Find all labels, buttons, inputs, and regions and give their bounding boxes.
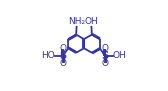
Text: S: S — [59, 51, 66, 61]
Text: S: S — [102, 51, 109, 61]
Text: HO: HO — [41, 52, 55, 60]
Text: NH₂: NH₂ — [68, 17, 85, 26]
Text: OH: OH — [85, 17, 98, 26]
Text: O: O — [102, 44, 109, 53]
Text: O: O — [102, 59, 109, 68]
Text: O: O — [59, 59, 66, 68]
Text: OH: OH — [113, 52, 127, 60]
Text: O: O — [59, 44, 66, 53]
